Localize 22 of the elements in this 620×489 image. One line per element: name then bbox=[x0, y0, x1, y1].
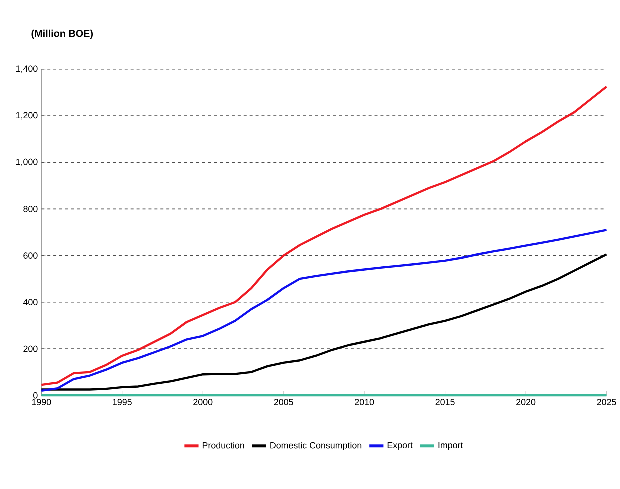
x-tick-label: 2010 bbox=[355, 399, 374, 406]
y-tick-label: 0 bbox=[34, 392, 38, 399]
x-tick-label: 2020 bbox=[516, 399, 536, 406]
legend-label: Import bbox=[438, 442, 464, 450]
x-tick-label: 1990 bbox=[32, 399, 52, 406]
y-axis-title: (Million BOE) bbox=[32, 30, 94, 40]
x-tick-label: 2005 bbox=[274, 399, 294, 406]
y-tick-label: 600 bbox=[24, 252, 38, 260]
y-tick-label: 200 bbox=[24, 346, 38, 352]
y-tick-label: 400 bbox=[23, 299, 38, 306]
x-tick-label: 1995 bbox=[113, 399, 132, 406]
x-tick-label: 2000 bbox=[194, 399, 213, 406]
y-tick-label: 1,000 bbox=[16, 159, 38, 166]
legend-label: Production bbox=[202, 442, 244, 449]
y-tick-label: 800 bbox=[24, 206, 38, 212]
x-tick-label: 2015 bbox=[436, 399, 455, 406]
legend-label: Export bbox=[388, 442, 413, 450]
legend-label: Domestic Consumption bbox=[270, 442, 362, 451]
y-tick-label: 1,200 bbox=[16, 112, 38, 120]
y-tick-label: 1,400 bbox=[16, 66, 38, 74]
line-series bbox=[40, 229, 608, 392]
x-tick-label: 2025 bbox=[597, 399, 616, 406]
